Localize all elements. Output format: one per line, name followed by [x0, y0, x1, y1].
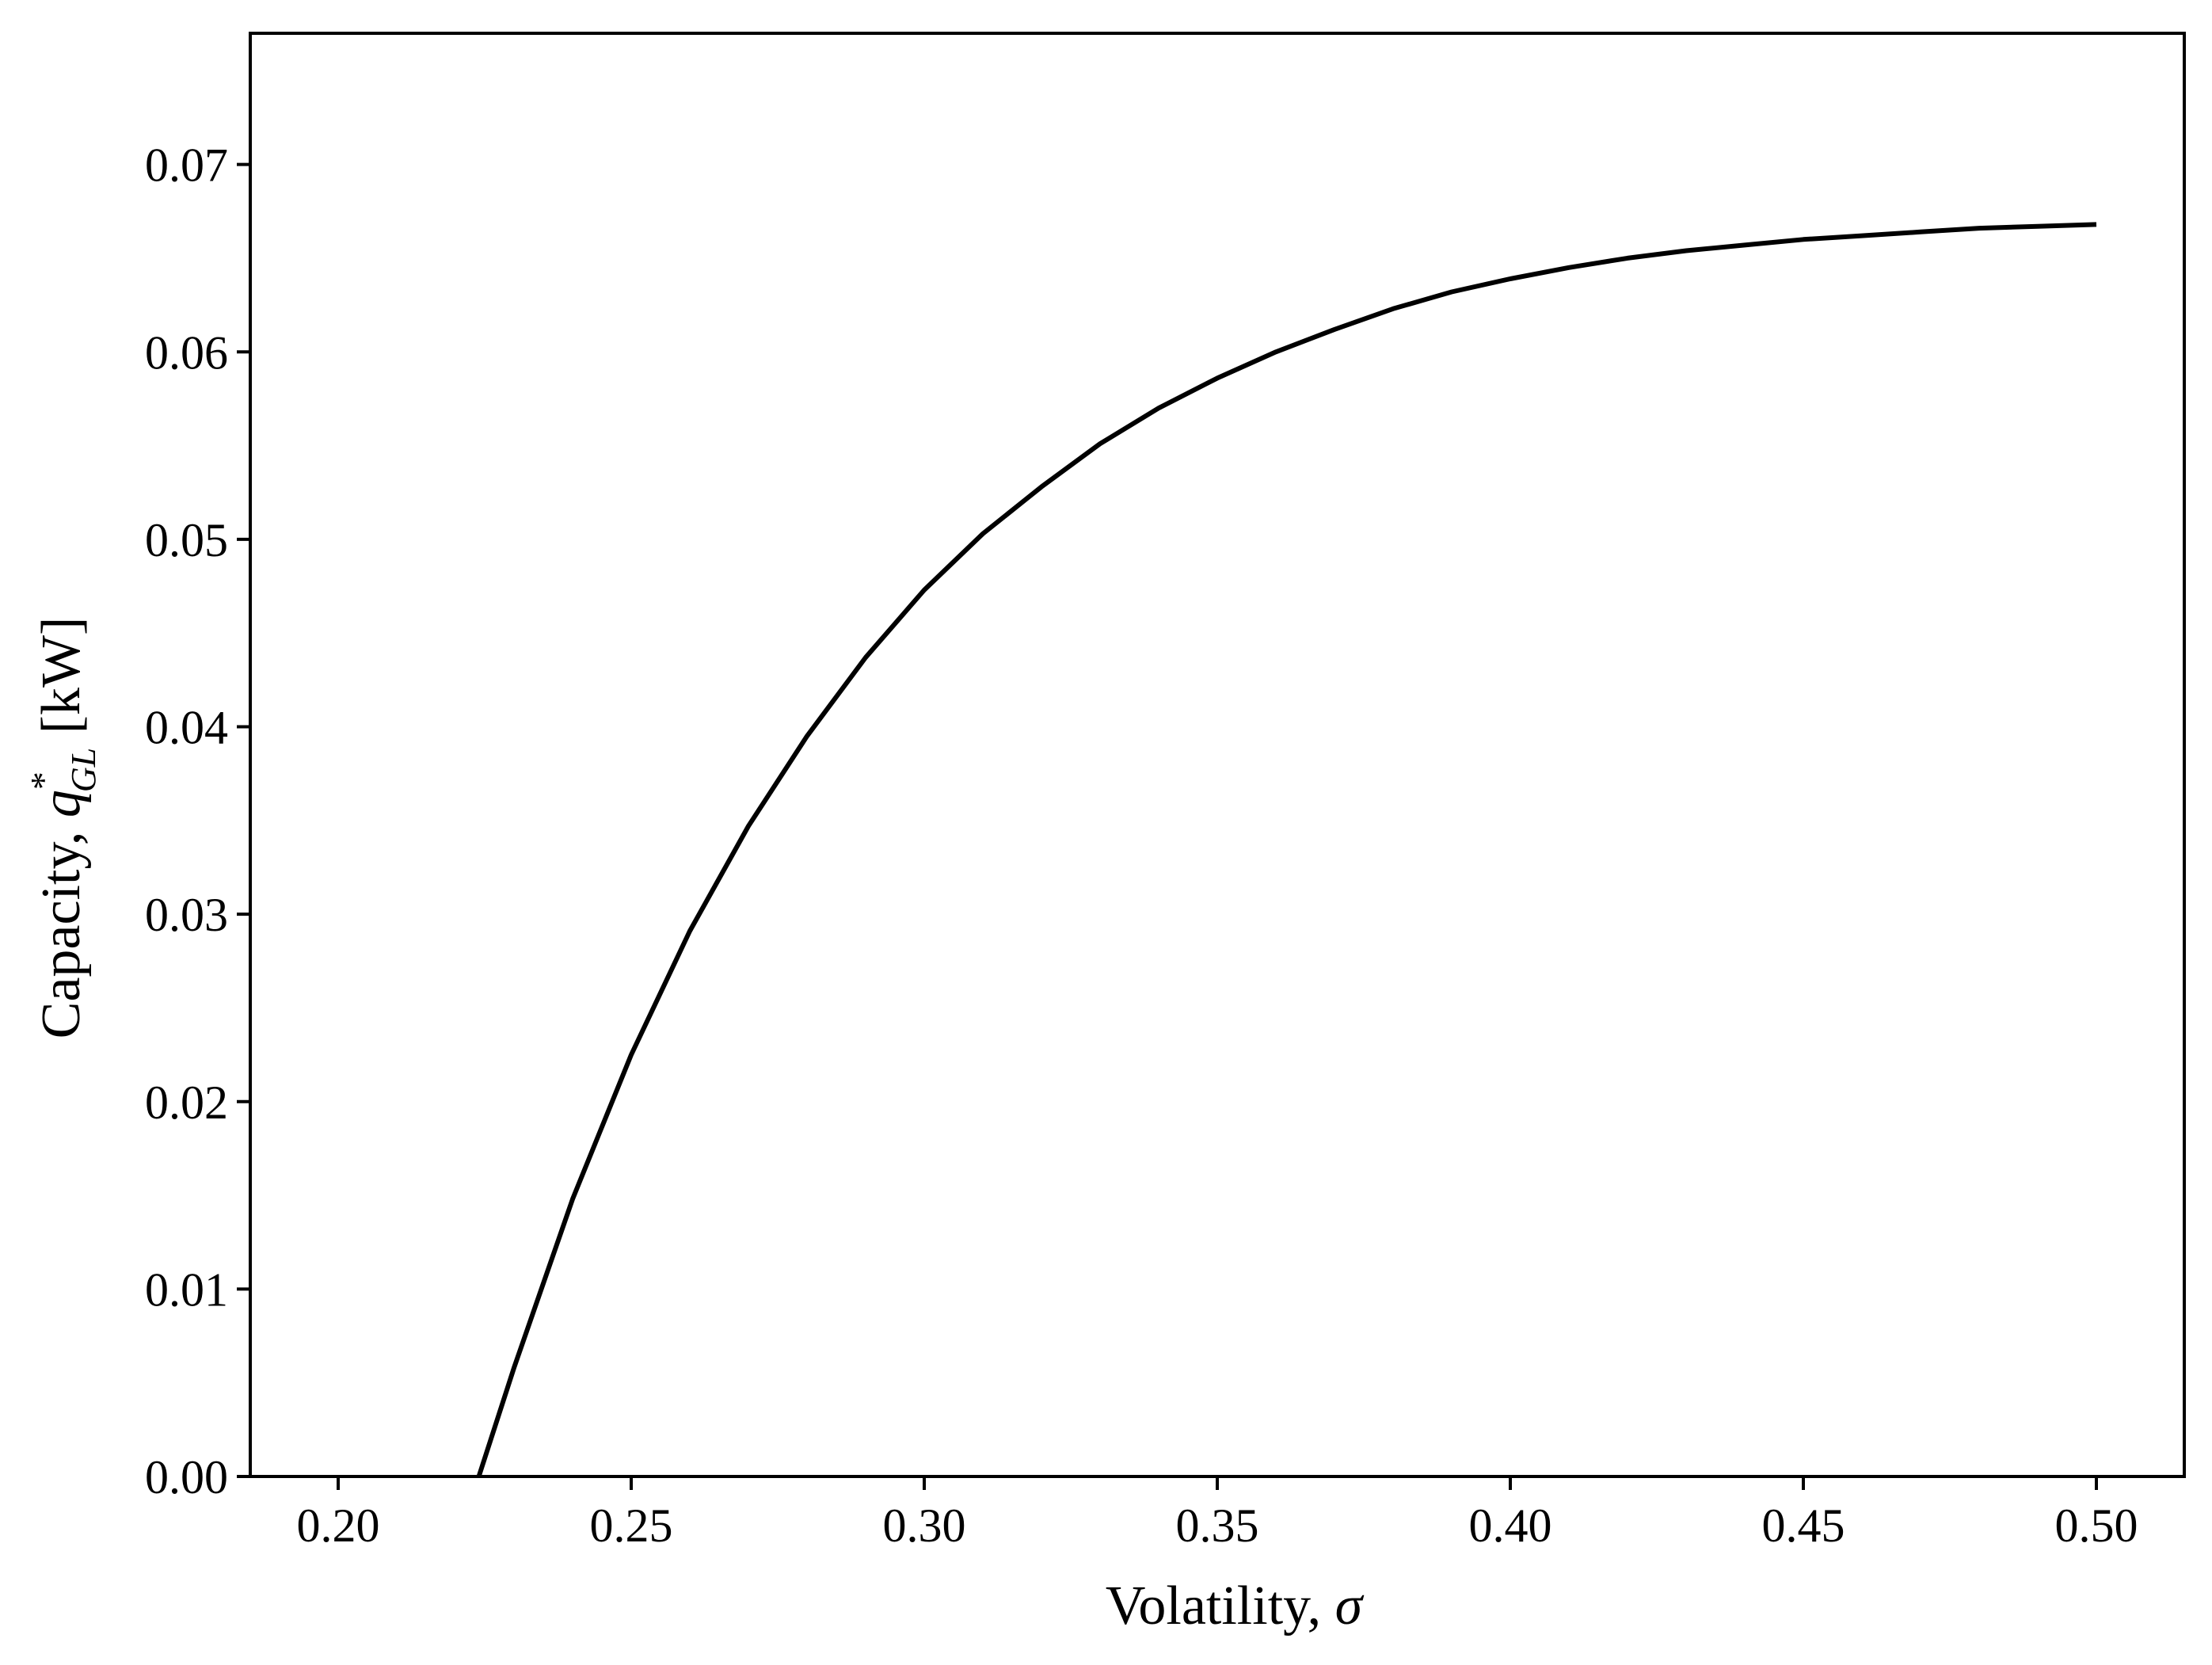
x-tick-label: 0.40: [1469, 1499, 1552, 1552]
series-line-0: [476, 222, 2097, 1477]
y-axis-label-symbol: q: [31, 790, 92, 817]
y-axis-label-unit: [kW]: [31, 617, 92, 748]
plot-area: [476, 222, 2097, 1477]
x-axis-label-text: Volatility,: [1106, 1575, 1335, 1636]
x-axis-label-symbol: σ: [1335, 1575, 1365, 1636]
y-axis-label-superscript: *: [23, 772, 63, 790]
x-tick-label: 0.30: [883, 1499, 966, 1552]
y-tick-label: 0.07: [145, 139, 228, 192]
x-tick-label: 0.45: [1762, 1499, 1845, 1552]
y-tick-label: 0.01: [145, 1263, 228, 1316]
x-tick-label: 0.50: [2055, 1499, 2138, 1552]
plot-frame: [249, 32, 2186, 1478]
y-axis-label-subscript: GL: [64, 748, 103, 792]
x-axis-ticks: 0.20 0.25 0.30 0.35 0.40 0.45 0.50: [297, 1476, 2138, 1552]
y-axis-ticks: 0.00 0.01 0.02 0.03 0.04 0.05 0.06 0.07: [145, 139, 250, 1503]
y-tick-label: 0.00: [145, 1451, 228, 1503]
y-tick-label: 0.02: [145, 1076, 228, 1129]
y-axis-label-text: Capacity,: [31, 817, 92, 1038]
y-tick-label: 0.06: [145, 326, 228, 379]
y-tick-label: 0.03: [145, 889, 228, 941]
y-tick-label: 0.05: [145, 514, 228, 566]
x-tick-label: 0.25: [590, 1499, 673, 1552]
y-axis-label: Capacity, q*GL [kW]: [23, 617, 103, 1039]
y-tick-label: 0.04: [145, 702, 228, 754]
x-tick-label: 0.20: [297, 1499, 380, 1552]
x-tick-label: 0.35: [1176, 1499, 1259, 1552]
x-axis-label: Volatility, σ: [1106, 1575, 1365, 1636]
